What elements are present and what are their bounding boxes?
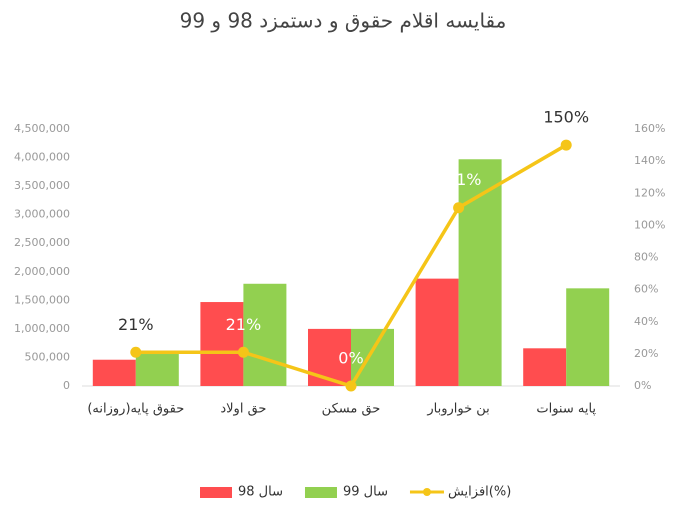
x-tick-label: پایه سنوات <box>536 402 596 417</box>
line-point <box>345 380 357 392</box>
legend-label: سال 98 <box>238 485 283 500</box>
data-label: 21% <box>226 315 262 334</box>
bar <box>92 359 136 386</box>
y2-tick-label: 100% <box>634 218 665 231</box>
y2-tick-label: 140% <box>634 154 665 167</box>
bar <box>566 288 610 386</box>
line-point <box>237 346 249 358</box>
chart-title: مقایسه اقلام حقوق و دستمزد 98 و 99 <box>180 9 507 33</box>
legend-label: سال 99 <box>343 485 388 500</box>
x-tick-label: حق مسکن <box>322 402 381 417</box>
y2-tick-label: 20% <box>634 347 658 360</box>
y2-tick-label: 120% <box>634 186 665 199</box>
line-point <box>130 346 142 358</box>
y-tick-label: 0 <box>63 379 70 392</box>
y-tick-label: 2,000,000 <box>14 265 70 278</box>
bar <box>243 283 287 386</box>
data-label: 21% <box>118 315 154 334</box>
line-point <box>560 139 572 151</box>
x-tick-label: حقوق پایه(روزانه) <box>87 402 184 417</box>
y2-tick-label: 160% <box>634 122 665 135</box>
legend-swatch <box>200 487 232 498</box>
y2-tick-label: 40% <box>634 315 658 328</box>
x-tick-label: حق اولاد <box>220 402 266 417</box>
y-tick-label: 4,500,000 <box>14 122 70 135</box>
x-tick-label: بن خواروبار <box>426 402 489 417</box>
y-tick-label: 2,500,000 <box>14 236 70 249</box>
bar <box>415 278 459 386</box>
legend-label: افزایش(%) <box>448 485 511 500</box>
bar <box>200 302 244 386</box>
y-tick-label: 3,500,000 <box>14 179 70 192</box>
legend-swatch <box>422 488 431 496</box>
y-tick-label: 1,500,000 <box>14 293 70 306</box>
data-label: 150% <box>543 108 589 127</box>
y2-tick-label: 0% <box>634 379 651 392</box>
data-label: 111% <box>436 170 482 189</box>
legend-swatch <box>304 487 337 498</box>
line-point <box>453 202 465 214</box>
y-tick-label: 500,000 <box>25 350 71 363</box>
y-tick-label: 1,000,000 <box>14 322 70 335</box>
bar <box>135 354 179 386</box>
y-tick-label: 3,000,000 <box>14 208 70 221</box>
y2-tick-label: 80% <box>634 251 658 264</box>
y2-tick-label: 60% <box>634 283 658 296</box>
data-label: 0% <box>338 349 363 368</box>
y-tick-label: 4,000,000 <box>14 151 70 164</box>
bar <box>523 348 567 386</box>
